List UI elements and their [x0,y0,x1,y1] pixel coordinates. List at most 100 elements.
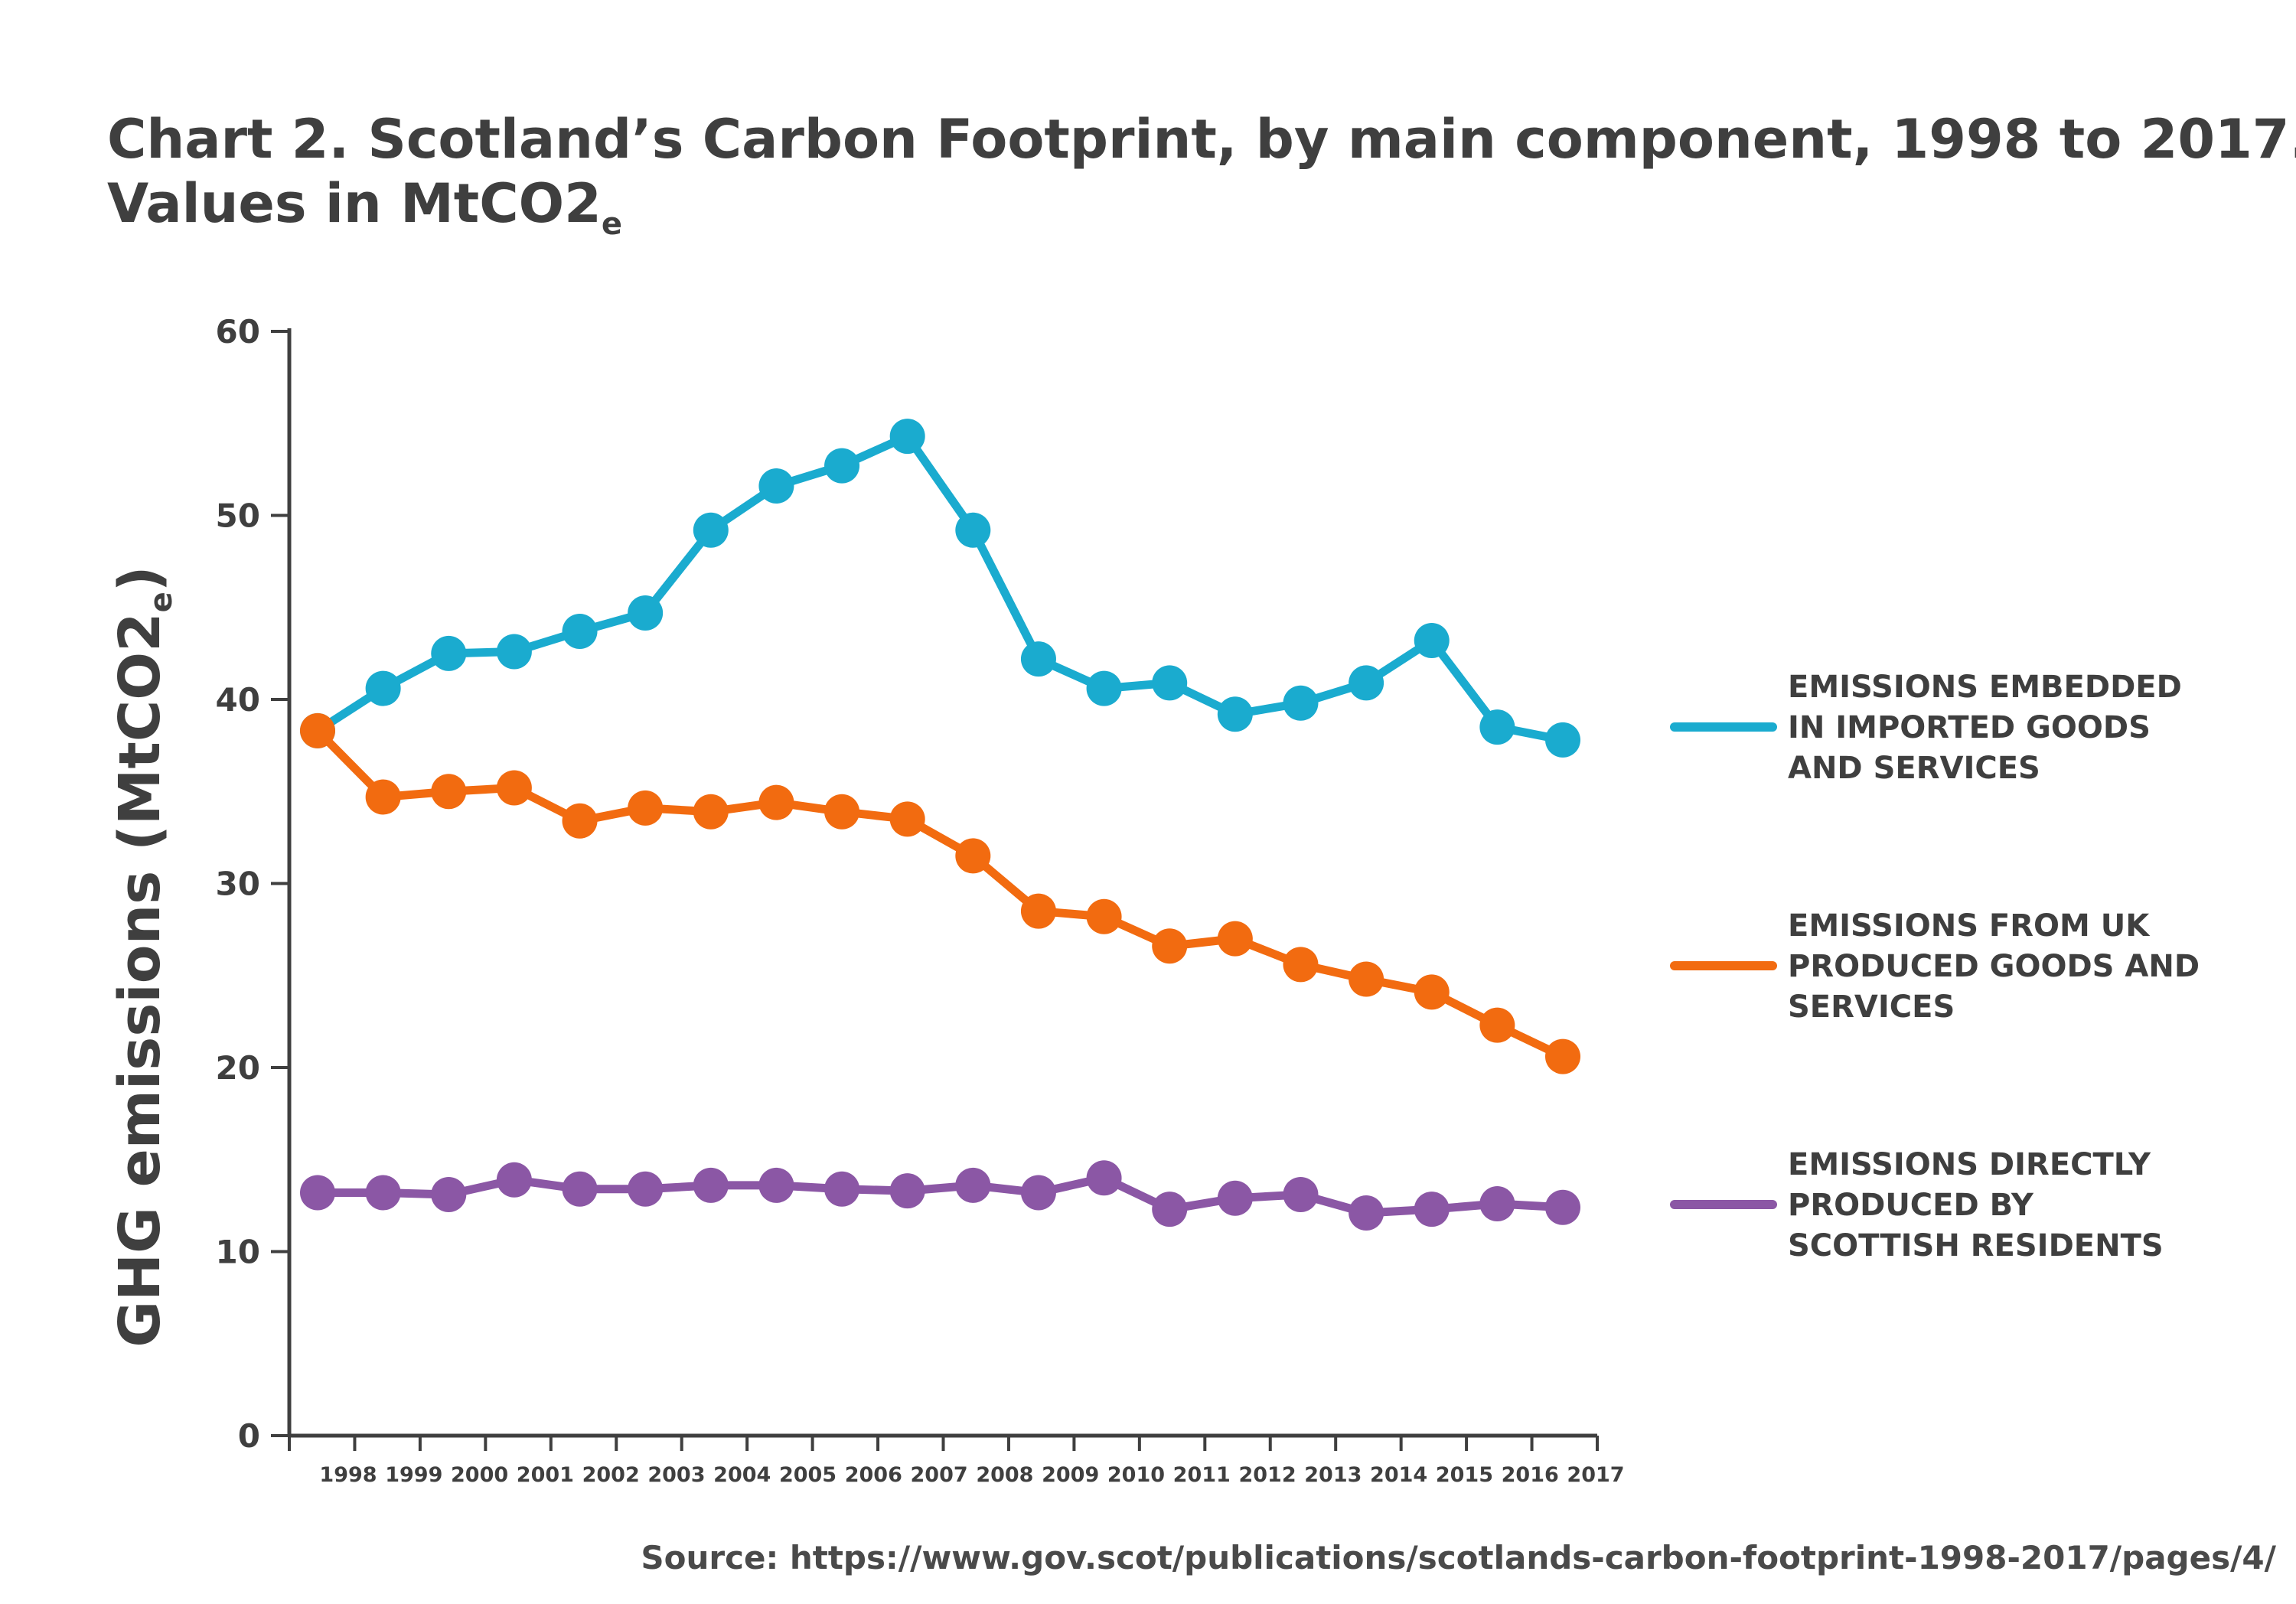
series-3-point [300,1175,335,1211]
legend-label-line: EMISSIONS FROM UK [1788,908,2151,944]
x-tick-label: 2005 [779,1463,837,1487]
series-2-point [1479,1007,1515,1043]
series-1-point [824,448,860,484]
x-tick-label: 2002 [582,1463,640,1487]
legend: EMISSIONS EMBEDDED IN IMPORTED GOODS AND S… [1670,670,2200,1263]
x-tick-label: 2001 [517,1463,574,1487]
y-axis-label-text: GHG emissions (MtCO2 [107,612,173,1347]
series-1-point [431,635,467,671]
series-1-point [758,468,794,504]
series-1-point [628,595,664,631]
series-3-point [824,1171,860,1207]
x-tick-label: 2015 [1436,1463,1493,1487]
axes: 0 10 20 30 40 50 60 1998 1999 2000 2001 2002 2003 200… [216,313,1625,1487]
series-1-point [955,512,991,548]
series-1-point [1283,685,1319,721]
series-1-point [1479,709,1515,745]
series-3-point [365,1175,401,1211]
x-tick-label: 1999 [385,1463,442,1487]
legend-label-line: SCOTTISH RESIDENTS [1788,1228,2164,1263]
chart-title-line2-text: Values in MtCO2 [107,172,602,235]
series-3-point [628,1171,664,1207]
x-tick-label: 2007 [911,1463,968,1487]
legend-item-1: EMISSIONS EMBEDDED IN IMPORTED GOODS AND S… [1670,670,2182,786]
series-3-point [1349,1195,1384,1231]
series-1 [300,419,1580,758]
legend-label-line: PRODUCED GOODS AND [1788,949,2200,984]
x-tick-label: 2010 [1107,1463,1165,1487]
series-2-point [1020,893,1056,929]
series-2-point [1349,961,1384,997]
series-3-point [1414,1192,1450,1227]
series-2-point [955,838,991,874]
series-layer [300,419,1580,1231]
x-tick-label: 2014 [1370,1463,1427,1487]
series-1-point [365,670,401,706]
legend-label-line: SERVICES [1788,989,1955,1025]
series-2-point [431,774,467,810]
series-3-point [693,1167,729,1203]
series-2-point [562,803,598,839]
legend-label-line: EMISSIONS EMBEDDED [1788,670,2182,705]
y-tick-label: 10 [216,1234,260,1271]
x-tick-label: 2004 [713,1463,771,1487]
series-1-point [1349,665,1384,701]
series-1-point [1217,696,1253,732]
y-tick-label: 30 [216,866,260,903]
series-3-point [1020,1175,1056,1211]
x-tick-label: 2017 [1567,1463,1624,1487]
series-1-point [1545,722,1580,758]
series-1-point [1086,670,1122,706]
legend-label-line: PRODUCED BY [1788,1188,2034,1223]
y-axis-label: GHG emissions (MtCO2e) [107,566,179,1347]
series-3-point [1545,1189,1580,1225]
series-2-point [1545,1038,1580,1074]
series-1-point [562,614,598,650]
series-3-point [431,1176,467,1212]
series-1-point [693,512,729,548]
x-tick-label: 2008 [976,1463,1033,1487]
legend-label-line: EMISSIONS DIRECTLY [1788,1147,2151,1182]
series-3-point [496,1162,532,1198]
series-2-point [496,770,532,806]
x-tick-label: 2016 [1502,1463,1559,1487]
y-tick-label: 0 [238,1417,260,1455]
series-3-point [1283,1176,1319,1212]
series-3-point [1217,1180,1253,1216]
legend-item-3: EMISSIONS DIRECTLY PRODUCED BY SCOTTISH RE… [1670,1147,2164,1263]
series-3-point [758,1167,794,1203]
series-2-point [693,794,729,830]
x-tick-label: 2003 [647,1463,705,1487]
series-2-point [824,794,860,830]
legend-label-line: IN IMPORTED GOODS [1788,710,2151,745]
series-2-point [1283,947,1319,983]
series-2-point [1414,974,1450,1010]
series-1-point [1020,641,1056,677]
series-2-point [365,779,401,815]
y-axis-label-close: ) [107,566,173,592]
series-3 [300,1160,1580,1231]
series-2 [300,712,1580,1074]
series-3-point [1479,1185,1515,1221]
series-3-point [562,1171,598,1207]
series-1-point [1152,665,1188,701]
chart-title-line1: Chart 2. Scotland’s Carbon Footprint, by… [107,108,2296,171]
chart-title-subscript: e [602,207,622,242]
x-tick-label: 2012 [1238,1463,1296,1487]
chart-title-line2: Values in MtCO2e [107,172,622,242]
series-3-point [1086,1160,1122,1196]
series-1-point [889,419,925,455]
series-1-point [496,634,532,670]
series-1-point [1414,623,1450,659]
series-2-point [628,790,664,826]
series-2-point [1152,928,1188,964]
series-3-point [889,1173,925,1209]
legend-item-2: EMISSIONS FROM UK PRODUCED GOODS AND SERVI… [1670,908,2200,1025]
series-2-point [1086,898,1122,934]
series-2-point [300,712,335,748]
y-tick-label: 50 [216,497,260,535]
x-tick-label: 2009 [1042,1463,1099,1487]
x-tick-label: 2011 [1173,1463,1231,1487]
y-tick-label: 20 [216,1049,260,1087]
